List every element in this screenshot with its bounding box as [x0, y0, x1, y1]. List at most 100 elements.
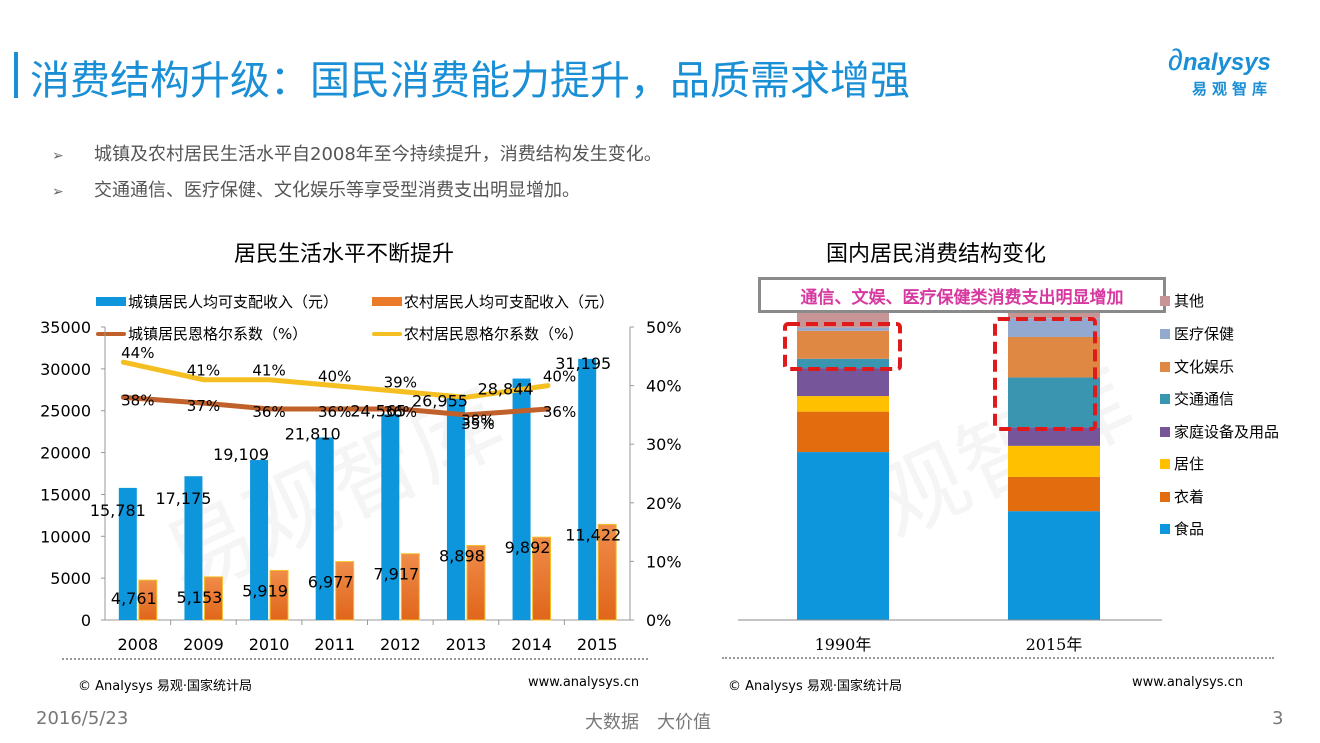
stacked-segment	[1008, 318, 1100, 337]
legend-item: 衣着	[1160, 486, 1204, 507]
data-label-urban-income: 21,810	[285, 424, 341, 443]
data-label-rural-income: 8,898	[439, 547, 485, 566]
bar-urban-income	[512, 378, 531, 620]
data-label-rural-engel: 39%	[384, 373, 417, 391]
legend-item: 其他	[1160, 290, 1204, 311]
data-label-urban-engel: 36%	[318, 403, 351, 421]
stacked-segment	[1008, 476, 1100, 512]
legend-item: 交通通信	[1160, 388, 1234, 409]
y-right-tick-label: 20%	[646, 494, 682, 513]
analysys-logo: ∂nalysys 易观智库	[1168, 44, 1298, 100]
legend-urban-engel: 城镇居民恩格尔系数（%）	[96, 323, 307, 344]
stacked-segment	[1008, 445, 1100, 477]
bar-rural-income	[400, 553, 420, 621]
line-urban-engel	[120, 394, 551, 418]
legend-label: 交通通信	[1174, 390, 1235, 408]
x-tick-label: 2013	[446, 635, 487, 654]
legend-swatch	[1160, 295, 1170, 306]
legend-rural-engel: 农村居民恩格尔系数（%）	[372, 323, 583, 344]
right-chart-title: 国内居民消费结构变化	[826, 242, 1047, 267]
y-right-tick-label: 40%	[646, 377, 682, 396]
source-url[interactable]: www.analysys.cn	[1132, 675, 1244, 690]
legend-swatch	[372, 331, 402, 336]
title-accent-bar	[14, 52, 18, 98]
stacked-segment	[797, 411, 889, 453]
x-tick-label: 2015年	[1026, 635, 1083, 654]
source-url[interactable]: www.analysys.cn	[528, 675, 640, 690]
legend-swatch	[96, 331, 126, 336]
bar-urban-income	[578, 358, 597, 620]
stacked-segment	[1008, 427, 1100, 446]
y-left-tick-label: 0	[81, 611, 91, 630]
legend-swatch	[1160, 458, 1170, 469]
legend-swatch	[1160, 426, 1170, 437]
bar-urban-income	[315, 437, 334, 620]
stacked-segment	[1008, 511, 1100, 620]
divider-dotted	[62, 658, 648, 660]
legend-label: 农村居民恩格尔系数（%）	[404, 325, 584, 343]
data-label-rural-engel: 40%	[543, 368, 576, 386]
legend-swatch	[1160, 523, 1170, 534]
logo-wordmark: ∂nalysys	[1168, 44, 1271, 77]
data-label-urban-engel: 35%	[461, 415, 494, 433]
data-label-rural-engel: 41%	[252, 362, 285, 380]
bar-urban-income	[446, 394, 465, 620]
data-label-urban-engel: 36%	[252, 403, 285, 421]
data-label-rural-income: 7,917	[373, 565, 419, 584]
data-label-urban-income: 17,175	[155, 489, 211, 508]
y-left-tick-label: 20000	[40, 444, 91, 463]
data-label-urban-income: 24,565	[350, 401, 406, 420]
data-label-rural-income: 11,422	[565, 525, 621, 544]
legend-label: 城镇居民恩格尔系数（%）	[128, 325, 308, 343]
data-label-urban-income: 15,781	[90, 501, 146, 520]
legend-urban-income: 城镇居民人均可支配收入（元）	[96, 291, 338, 312]
stacked-segment	[797, 368, 889, 397]
data-label-rural-income: 6,977	[308, 573, 354, 592]
y-left-tick-label: 5000	[50, 569, 91, 588]
logo-chinese: 易观智库	[1192, 80, 1273, 98]
y-right-tick-label: 0%	[646, 611, 671, 630]
divider-dotted	[722, 657, 1274, 659]
bar-rural-income	[138, 579, 158, 621]
legend-item: 医疗保健	[1160, 323, 1234, 344]
y-right-tick-label: 30%	[646, 435, 682, 454]
legend-item: 文化娱乐	[1160, 356, 1234, 377]
bar-rural-income	[597, 523, 617, 621]
bullet-text: 城镇及农村居民生活水平自2008年至今持续提升，消费结构发生变化。	[94, 144, 662, 165]
stacked-segment	[797, 452, 889, 620]
legend-label: 家庭设备及用品	[1174, 423, 1280, 441]
stacked-segment	[797, 327, 889, 331]
right-chart-svg: 1990年 2015年	[738, 309, 1162, 654]
arrow-bullet-icon: ➢	[52, 184, 64, 200]
bar-urban-income	[381, 414, 400, 620]
stacked-segment	[797, 330, 889, 359]
stacked-segment	[797, 358, 889, 369]
data-label-rural-engel: 44%	[121, 344, 154, 362]
y-left-tick-label: 30000	[40, 360, 91, 379]
annotation-callout: 通信、文娱、医疗保健类消费支出明显增加	[758, 277, 1166, 313]
bullet-item: ➢ 城镇及农村居民生活水平自2008年至今持续提升，消费结构发生变化。	[52, 140, 662, 166]
legend-label: 其他	[1174, 292, 1205, 310]
page-number: 3	[1272, 708, 1284, 729]
x-tick-label: 2012	[380, 635, 421, 654]
bullet-item: ➢ 交通通信、医疗保健、文化娱乐等享受型消费支出明显增加。	[52, 176, 580, 202]
data-label-urban-engel: 36%	[543, 403, 576, 421]
x-tick-label: 2010	[249, 635, 290, 654]
bar-urban-income	[250, 460, 269, 620]
bar-rural-income	[269, 569, 289, 621]
stacked-segment	[1008, 309, 1100, 319]
x-tick-label: 2011	[314, 635, 355, 654]
footer-slogan: 大数据 大价值	[585, 712, 711, 733]
left-chart-svg: 0 5000 10000 15000 20000 25000 30000 35000 0% 10%…	[40, 318, 682, 654]
legend-label: 衣着	[1174, 488, 1205, 506]
data-label-urban-engel: 37%	[187, 397, 220, 415]
legend-swatch	[1160, 328, 1170, 339]
y-left-tick-label: 35000	[40, 318, 91, 337]
stacked-segment	[797, 396, 889, 412]
stacked-segment	[1008, 336, 1100, 378]
data-label-rural-engel: 41%	[187, 362, 220, 380]
legend-item: 食品	[1160, 518, 1204, 539]
legend-label: 医疗保健	[1174, 325, 1235, 343]
legend-label: 城镇居民人均可支配收入（元）	[128, 293, 339, 311]
legend-rural-income: 农村居民人均可支配收入（元）	[372, 291, 614, 312]
